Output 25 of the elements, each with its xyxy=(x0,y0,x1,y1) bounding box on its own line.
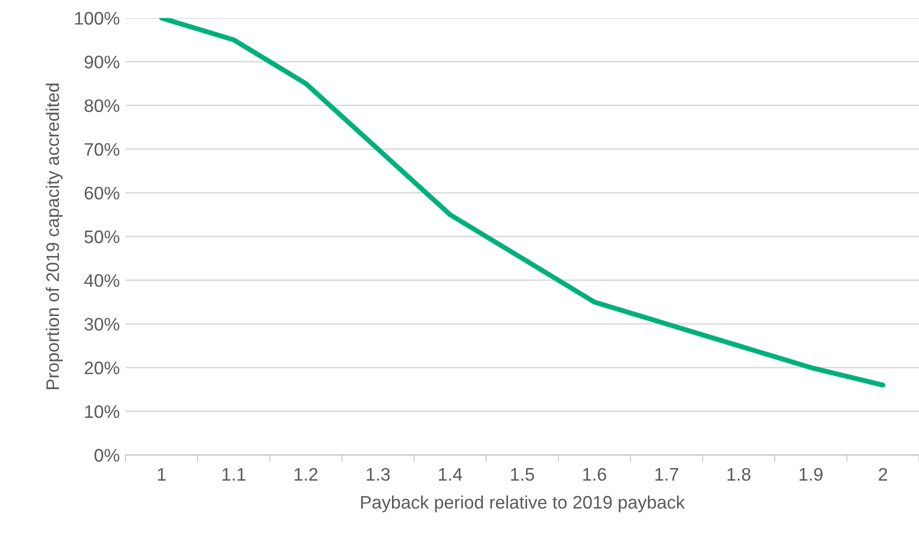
y-tick-label: 100% xyxy=(75,12,120,25)
x-tick-label: 1.6 xyxy=(583,468,606,481)
y-tick-label: 50% xyxy=(84,230,120,244)
x-tick-label: 1.3 xyxy=(366,468,390,481)
y-tick-label: 80% xyxy=(84,99,120,112)
x-tick-label: 1.7 xyxy=(655,468,678,481)
line-series xyxy=(159,18,886,388)
y-tick-label: 30% xyxy=(84,318,120,331)
x-tick-label: 1.1 xyxy=(222,468,246,481)
x-tick-label: 1.8 xyxy=(727,468,750,481)
y-tick-label: 40% xyxy=(84,274,120,287)
y-tick-label: 60% xyxy=(84,186,120,200)
x-tick-label: 1.4 xyxy=(438,468,462,481)
x-tick-label: 1.9 xyxy=(800,468,822,481)
x-tick-label: 2 xyxy=(878,468,888,481)
y-tick-label: 90% xyxy=(84,56,120,68)
x-tick-label: 1 xyxy=(158,468,166,481)
y-axis-title: Proportion of 2019 capacity accredited xyxy=(46,84,63,390)
x-tick-label: 1.5 xyxy=(511,468,534,481)
y-tick-label: 0% xyxy=(94,448,120,462)
y-tick-label: 10% xyxy=(85,405,120,418)
y-tick-label: 70% xyxy=(84,143,120,156)
x-tick-label: 1.2 xyxy=(294,468,318,481)
y-tick-label: 20% xyxy=(84,362,120,374)
x-axis-title: Payback period relative to 2019 payback xyxy=(361,495,685,512)
